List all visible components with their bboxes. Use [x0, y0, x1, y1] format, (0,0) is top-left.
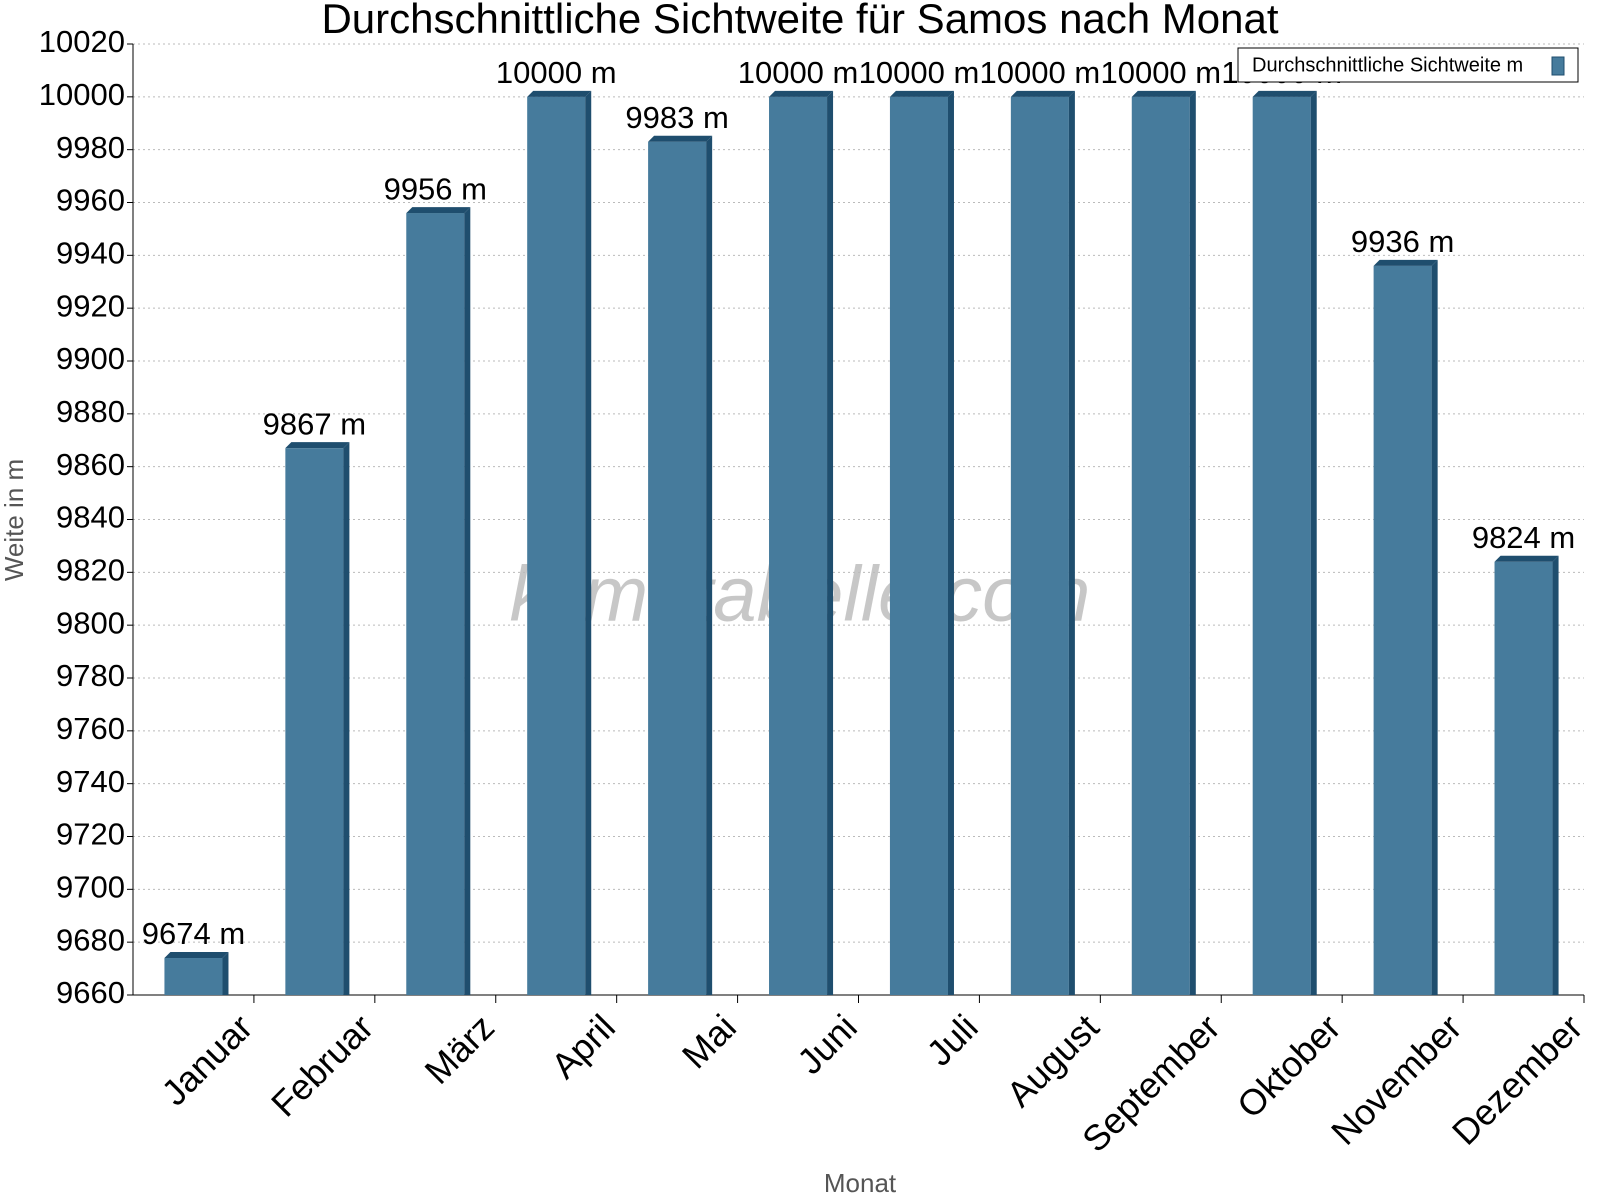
- chart-title: Durchschnittliche Sichtweite für Samos n…: [321, 0, 1278, 42]
- bar-top: [406, 207, 471, 214]
- y-tick-label: 9780: [56, 658, 125, 693]
- y-tick-label: 9980: [56, 130, 125, 165]
- y-tick-label: 9900: [56, 341, 125, 376]
- bar-side: [343, 442, 350, 995]
- y-tick-label: 9720: [56, 817, 125, 852]
- legend-label: Durchschnittliche Sichtweite m: [1252, 54, 1523, 76]
- x-tick-label: März: [417, 1006, 503, 1092]
- value-label: 9956 m: [384, 171, 487, 206]
- y-tick-label: 9940: [56, 236, 125, 271]
- y-tick-label: 9700: [56, 870, 125, 905]
- bar-top: [889, 90, 954, 97]
- bar-side: [827, 90, 834, 996]
- x-tick-label: Dezember: [1444, 1006, 1590, 1152]
- value-label: 9936 m: [1351, 224, 1454, 259]
- x-tick-label: Mai: [674, 1006, 744, 1076]
- y-tick-label: 9660: [56, 975, 125, 1010]
- legend-swatch: [1551, 56, 1565, 76]
- x-tick-label: Februar: [263, 1006, 381, 1124]
- x-tick-label: Juli: [919, 1006, 986, 1073]
- y-axis-label: Weite in m: [0, 459, 29, 581]
- bar-top: [769, 90, 834, 97]
- bar-top: [1131, 90, 1196, 97]
- bar: [1131, 96, 1190, 996]
- x-tick-label: Juni: [789, 1006, 865, 1082]
- value-label: 10000 m: [1100, 55, 1221, 90]
- y-tick-label: 9860: [56, 447, 125, 482]
- bar: [648, 141, 707, 995]
- bar-side: [1310, 90, 1317, 996]
- bar-side: [1552, 555, 1559, 995]
- y-tick-label: 9800: [56, 605, 125, 640]
- y-tick-label: 9840: [56, 500, 125, 535]
- bar: [406, 213, 465, 996]
- bar: [1010, 96, 1069, 996]
- bar-top: [1494, 555, 1559, 562]
- y-tick-label: 10020: [39, 24, 125, 59]
- bar-side: [222, 952, 229, 995]
- value-label: 10000 m: [738, 55, 859, 90]
- value-label: 10000 m: [980, 55, 1101, 90]
- value-label: 9867 m: [263, 406, 366, 441]
- bar-top: [527, 90, 592, 97]
- bar-side: [585, 90, 592, 996]
- y-tick-label: 9880: [56, 394, 125, 429]
- y-tick-label: 10000: [39, 77, 125, 112]
- y-tick-label: 9760: [56, 711, 125, 746]
- y-tick-label: 9740: [56, 764, 125, 799]
- x-tick-label: August: [998, 1006, 1106, 1114]
- legend: Durchschnittliche Sichtweite m: [1237, 47, 1579, 83]
- x-tick-label: November: [1323, 1006, 1469, 1152]
- x-tick-label: April: [543, 1006, 623, 1086]
- bar-side: [464, 207, 471, 996]
- bar: [769, 96, 828, 996]
- y-tick-label: 9820: [56, 553, 125, 588]
- bar-top: [285, 442, 350, 449]
- bar-side: [1431, 259, 1438, 995]
- bar-top: [1252, 90, 1317, 97]
- bar-top: [1373, 259, 1438, 266]
- legend-box: [1237, 47, 1579, 83]
- bar: [1373, 265, 1432, 995]
- bar-top: [648, 135, 713, 142]
- bar-side: [1068, 90, 1075, 996]
- bar-side: [1189, 90, 1196, 996]
- value-label: 9824 m: [1472, 520, 1575, 555]
- value-label: 9983 m: [625, 100, 728, 135]
- bar: [527, 96, 586, 996]
- value-label: 9674 m: [142, 916, 245, 951]
- y-tick-label: 9920: [56, 288, 125, 323]
- x-tick-label: Januar: [153, 1006, 260, 1113]
- value-label: 10000 m: [496, 55, 617, 90]
- x-tick-label: Oktober: [1229, 1006, 1349, 1126]
- bar: [889, 96, 948, 996]
- y-tick-label: 9960: [56, 183, 125, 218]
- bar-side: [706, 135, 713, 995]
- x-axis-label: Monat: [824, 1168, 897, 1198]
- bar-top: [164, 952, 229, 959]
- value-label: 10000 m: [859, 55, 980, 90]
- bar: [285, 448, 344, 995]
- bar: [1252, 96, 1311, 996]
- bar-top: [1010, 90, 1075, 97]
- y-tick-label: 9680: [56, 922, 125, 957]
- bar: [1494, 561, 1553, 995]
- bar: [164, 958, 223, 995]
- bar-side: [947, 90, 954, 996]
